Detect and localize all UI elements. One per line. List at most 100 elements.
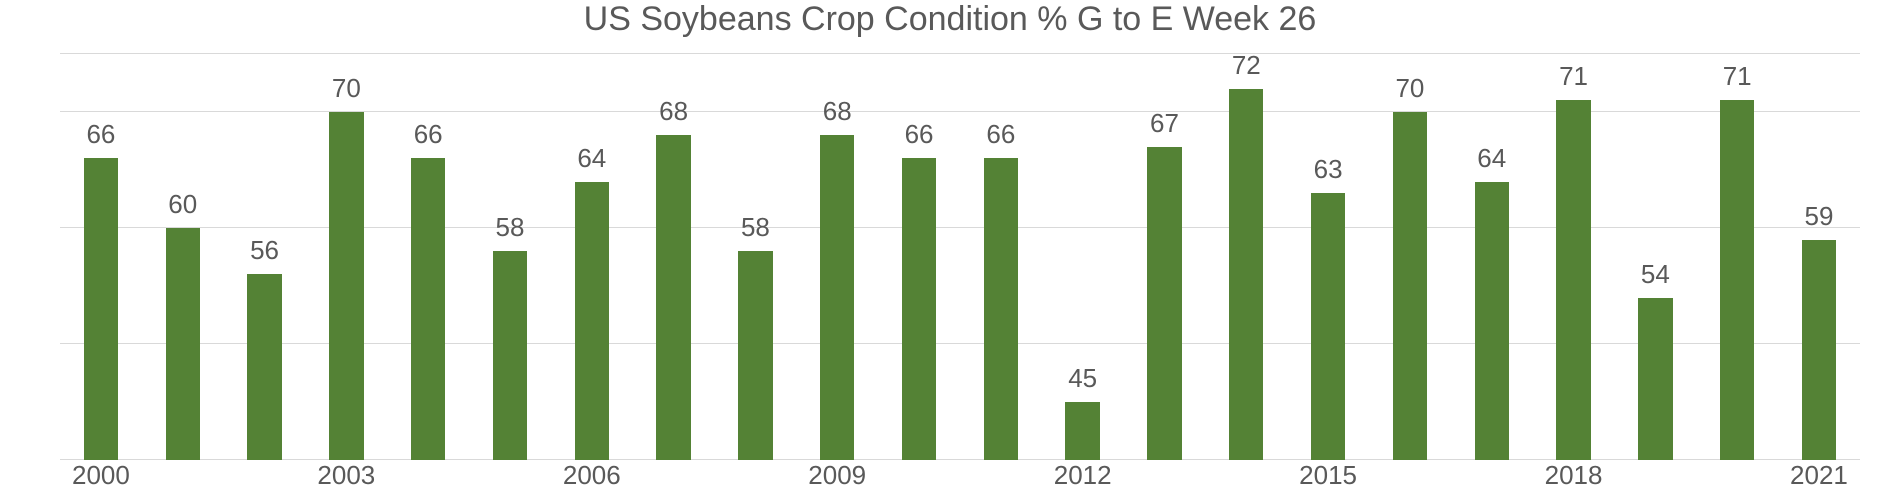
bar	[984, 158, 1018, 460]
x-tick: 2009	[796, 460, 878, 500]
bar	[1802, 240, 1836, 460]
bar	[1147, 147, 1181, 460]
bar-slot: 71	[1696, 54, 1778, 460]
bar-slot: 66	[387, 54, 469, 460]
bar	[1638, 298, 1672, 460]
x-tick-label: 2012	[1054, 460, 1112, 490]
bar-slot: 45	[1042, 54, 1124, 460]
x-tick: 2015	[1287, 460, 1369, 500]
bar-value-label: 71	[1533, 61, 1615, 92]
bar-value-label: 66	[387, 119, 469, 150]
bar-slot: 58	[715, 54, 797, 460]
x-tick	[469, 460, 551, 500]
x-tick: 2006	[551, 460, 633, 500]
x-tick	[387, 460, 469, 500]
bar-value-label: 60	[142, 189, 224, 220]
x-tick: 2018	[1533, 460, 1615, 500]
x-tick	[1205, 460, 1287, 500]
bar-value-label: 66	[878, 119, 960, 150]
bar-slot: 68	[633, 54, 715, 460]
bar-slot: 54	[1614, 54, 1696, 460]
bar-value-label: 56	[224, 235, 306, 266]
x-tick-label: 2021	[1790, 460, 1848, 490]
x-tick: 2021	[1778, 460, 1860, 500]
bar	[329, 112, 363, 460]
bar-slot: 66	[960, 54, 1042, 460]
x-tick	[224, 460, 306, 500]
x-tick-label: 2000	[72, 460, 130, 490]
bar	[247, 274, 281, 460]
bar	[738, 251, 772, 460]
x-tick	[960, 460, 1042, 500]
chart-title-text: US Soybeans Crop Condition % G to E Week…	[584, 0, 1317, 38]
bar	[1065, 402, 1099, 460]
x-tick: 2003	[305, 460, 387, 500]
x-tick-label: 2003	[317, 460, 375, 490]
bar-slot: 68	[796, 54, 878, 460]
chart-title: US Soybeans Crop Condition % G to E Week…	[0, 0, 1900, 39]
bar-slot: 64	[551, 54, 633, 460]
x-tick	[1696, 460, 1778, 500]
bar-value-label: 66	[960, 119, 1042, 150]
bar	[493, 251, 527, 460]
bar	[1311, 193, 1345, 460]
bar	[1229, 89, 1263, 460]
x-tick	[142, 460, 224, 500]
bar-value-label: 54	[1614, 259, 1696, 290]
bar-slot: 66	[878, 54, 960, 460]
x-tick-label: 2015	[1299, 460, 1357, 490]
plot-area: 6660567066586468586866664567726370647154…	[60, 54, 1860, 460]
bar-slot: 59	[1778, 54, 1860, 460]
x-tick	[715, 460, 797, 500]
bar-value-label: 64	[551, 143, 633, 174]
bar	[902, 158, 936, 460]
x-tick-label: 2006	[563, 460, 621, 490]
bar	[84, 158, 118, 460]
bar-slot: 70	[1369, 54, 1451, 460]
bar-value-label: 45	[1042, 363, 1124, 394]
bar-value-label: 70	[1369, 73, 1451, 104]
bar	[1556, 100, 1590, 460]
bar-value-label: 66	[60, 119, 142, 150]
bar-value-label: 58	[715, 212, 797, 243]
bar-value-label: 72	[1205, 50, 1287, 81]
bars-group: 6660567066586468586866664567726370647154…	[60, 54, 1860, 460]
bar	[166, 228, 200, 460]
bar	[1393, 112, 1427, 460]
bar-value-label: 63	[1287, 154, 1369, 185]
bar-value-label: 68	[796, 96, 878, 127]
bar	[575, 182, 609, 460]
bar-value-label: 67	[1124, 108, 1206, 139]
bar-value-label: 70	[305, 73, 387, 104]
bar-slot: 63	[1287, 54, 1369, 460]
x-axis: 2000 2003 2006 2009 2012 2015 2018 2021	[60, 460, 1860, 500]
x-tick	[1369, 460, 1451, 500]
bar-value-label: 71	[1696, 61, 1778, 92]
bar-slot: 64	[1451, 54, 1533, 460]
bar	[656, 135, 690, 460]
bar-slot: 60	[142, 54, 224, 460]
bar	[1475, 182, 1509, 460]
bar-slot: 72	[1205, 54, 1287, 460]
x-tick	[1614, 460, 1696, 500]
x-tick	[878, 460, 960, 500]
bar-slot: 58	[469, 54, 551, 460]
bar-value-label: 64	[1451, 143, 1533, 174]
bar-value-label: 68	[633, 96, 715, 127]
x-tick-label: 2009	[808, 460, 866, 490]
bar	[1720, 100, 1754, 460]
bar	[820, 135, 854, 460]
chart-container: US Soybeans Crop Condition % G to E Week…	[0, 0, 1900, 500]
bar-value-label: 59	[1778, 201, 1860, 232]
x-tick	[1124, 460, 1206, 500]
x-tick	[1451, 460, 1533, 500]
x-tick	[633, 460, 715, 500]
x-tick-label: 2018	[1545, 460, 1603, 490]
x-tick: 2012	[1042, 460, 1124, 500]
bar-slot: 66	[60, 54, 142, 460]
bar	[411, 158, 445, 460]
bar-slot: 67	[1124, 54, 1206, 460]
bar-slot: 71	[1533, 54, 1615, 460]
bar-slot: 56	[224, 54, 306, 460]
bar-slot: 70	[305, 54, 387, 460]
